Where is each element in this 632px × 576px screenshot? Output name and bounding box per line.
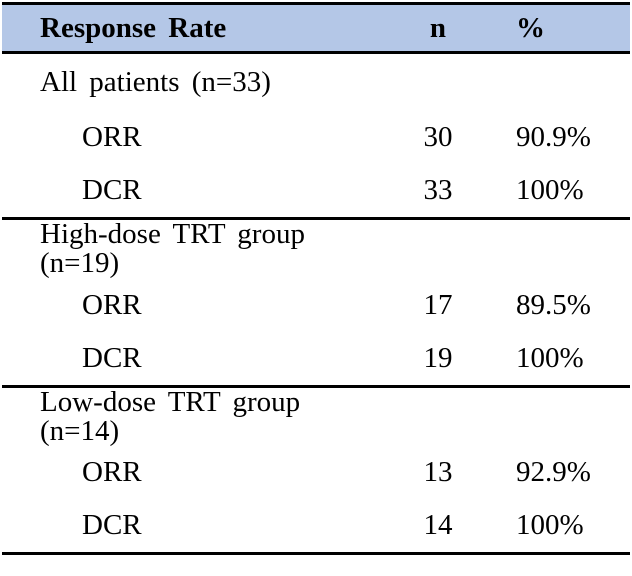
metric-label: DCR <box>82 341 142 374</box>
group-label: Low-dose TRT group (n=14) <box>40 385 301 447</box>
metric-label: DCR <box>82 509 142 542</box>
group-row: Low-dose TRT group (n=14) <box>2 386 630 446</box>
n-value: 19 <box>423 341 453 374</box>
empty-cell <box>488 219 630 279</box>
empty-cell <box>388 219 488 279</box>
pct-value: 100% <box>516 341 584 374</box>
empty-cell <box>388 53 488 111</box>
metric-label: DCR <box>82 174 142 207</box>
group-label: All patients (n=33) <box>40 65 271 98</box>
table-row: ORR 13 92.9% <box>2 446 630 500</box>
table-header: Response Rate n % <box>2 3 630 53</box>
n-value: 13 <box>423 456 453 488</box>
empty-cell <box>388 386 488 446</box>
table-row: DCR 14 100% <box>2 500 630 554</box>
pct-value: 89.5% <box>516 288 591 321</box>
n-value: 17 <box>423 288 453 321</box>
group-row: All patients (n=33) <box>2 53 630 111</box>
pct-value: 92.9% <box>516 456 591 488</box>
metric-label: ORR <box>82 456 142 488</box>
col-header-n: n <box>429 11 447 44</box>
section-high-dose: High-dose TRT group (n=19) ORR 17 89.5% … <box>2 219 630 386</box>
pct-value: 100% <box>516 509 584 542</box>
response-rate-table: Response Rate n % All patients (n=33) OR… <box>2 2 630 555</box>
group-label: High-dose TRT group (n=19) <box>40 218 305 279</box>
col-header-percent: % <box>516 11 545 44</box>
metric-label: ORR <box>82 121 142 153</box>
pct-value: 90.9% <box>516 121 591 153</box>
table-row: ORR 30 90.9% <box>2 111 630 165</box>
n-value: 14 <box>423 509 453 542</box>
table-row: DCR 19 100% <box>2 332 630 386</box>
table-row: ORR 17 89.5% <box>2 278 630 332</box>
empty-cell <box>488 386 630 446</box>
paper-table-page: Response Rate n % All patients (n=33) OR… <box>2 2 630 555</box>
group-row: High-dose TRT group (n=19) <box>2 219 630 279</box>
n-value: 30 <box>423 121 453 153</box>
table-row: DCR 33 100% <box>2 165 630 219</box>
metric-label: ORR <box>82 288 142 321</box>
table-header-row: Response Rate n % <box>2 3 630 53</box>
col-header-response-rate: Response Rate <box>40 11 227 44</box>
empty-cell <box>488 53 630 111</box>
n-value: 33 <box>423 174 453 207</box>
pct-value: 100% <box>516 174 584 207</box>
section-all-patients: All patients (n=33) ORR 30 90.9% DCR 33 … <box>2 53 630 219</box>
section-low-dose: Low-dose TRT group (n=14) ORR 13 92.9% D… <box>2 386 630 554</box>
